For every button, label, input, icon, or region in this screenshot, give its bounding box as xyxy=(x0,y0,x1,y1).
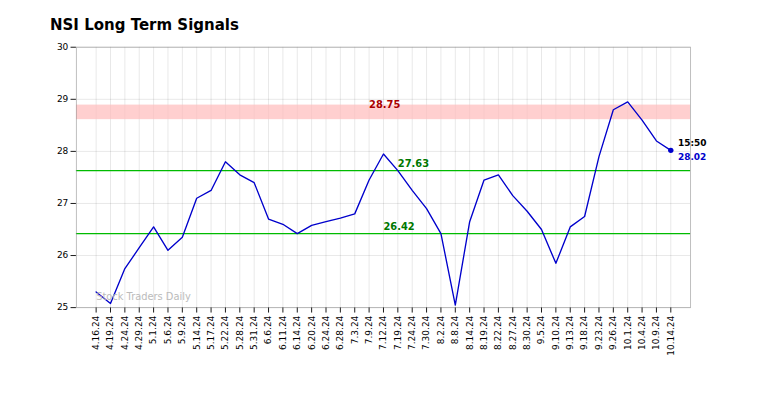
svg-text:6.20.24: 6.20.24 xyxy=(307,315,317,350)
svg-text:5.31.24: 5.31.24 xyxy=(249,315,259,350)
svg-text:28.02: 28.02 xyxy=(678,152,706,162)
html-text:NSI Long Term Signals: NSI Long Term Signals xyxy=(50,16,239,34)
svg-text:10.4.24: 10.4.24 xyxy=(637,315,647,350)
svg-text:4.24.24: 4.24.24 xyxy=(120,315,130,350)
svg-text:27: 27 xyxy=(57,198,68,208)
svg-text:9.10.24: 9.10.24 xyxy=(551,315,561,350)
svg-text:5.28.24: 5.28.24 xyxy=(235,315,245,350)
svg-text:9.23.24: 9.23.24 xyxy=(594,315,604,350)
svg-text:28: 28 xyxy=(57,146,69,156)
svg-text:5.6.24: 5.6.24 xyxy=(163,315,173,344)
svg-text:7.12.24: 7.12.24 xyxy=(378,315,388,350)
svg-text:5.1.24: 5.1.24 xyxy=(148,315,158,344)
svg-text:15:50: 15:50 xyxy=(678,138,707,148)
svg-text:7.9.24: 7.9.24 xyxy=(364,315,374,344)
svg-text:6.24.24: 6.24.24 xyxy=(321,315,331,350)
svg-text:8.22.24: 8.22.24 xyxy=(493,315,503,350)
svg-text:30: 30 xyxy=(57,42,69,52)
svg-text:6.28.24: 6.28.24 xyxy=(335,315,345,350)
svg-text:7.30.24: 7.30.24 xyxy=(421,315,431,350)
svg-text:6.6.24: 6.6.24 xyxy=(263,315,273,344)
svg-text:8.19.24: 8.19.24 xyxy=(479,315,489,350)
svg-text:7.3.24: 7.3.24 xyxy=(350,315,360,344)
svg-text:9.18.24: 9.18.24 xyxy=(579,315,589,350)
svg-text:6.14.24: 6.14.24 xyxy=(292,315,302,350)
svg-text:4.19.24: 4.19.24 xyxy=(105,315,115,350)
svg-text:4.29.24: 4.29.24 xyxy=(134,315,144,350)
svg-text:6.11.24: 6.11.24 xyxy=(278,315,288,350)
svg-text:29: 29 xyxy=(57,94,69,104)
svg-text:8.8.24: 8.8.24 xyxy=(450,315,460,344)
svg-text:25: 25 xyxy=(57,302,68,312)
svg-text:26: 26 xyxy=(57,250,69,260)
svg-text:5.14.24: 5.14.24 xyxy=(192,315,202,350)
svg-text:8.14.24: 8.14.24 xyxy=(465,315,475,350)
svg-text:7.24.24: 7.24.24 xyxy=(407,315,417,350)
svg-text:28.75: 28.75 xyxy=(369,99,400,110)
svg-text:5.17.24: 5.17.24 xyxy=(206,315,216,350)
svg-text:26.42: 26.42 xyxy=(383,221,414,232)
svg-text:7.19.24: 7.19.24 xyxy=(393,315,403,350)
svg-text:8.30.24: 8.30.24 xyxy=(522,315,532,350)
svg-text:8.2.24: 8.2.24 xyxy=(436,315,446,344)
svg-text:8.27.24: 8.27.24 xyxy=(508,315,518,350)
svg-text:4.16.24: 4.16.24 xyxy=(91,315,101,350)
svg-text:5.9.24: 5.9.24 xyxy=(177,315,187,344)
svg-text:9.26.24: 9.26.24 xyxy=(608,315,618,350)
svg-text:9.5.24: 9.5.24 xyxy=(536,315,546,344)
svg-text:9.13.24: 9.13.24 xyxy=(565,315,575,350)
svg-text:27.63: 27.63 xyxy=(398,158,429,169)
svg-text:Stock Traders Daily: Stock Traders Daily xyxy=(96,291,191,302)
svg-text:10.14.24: 10.14.24 xyxy=(666,315,676,355)
svg-text:10.1.24: 10.1.24 xyxy=(623,315,633,350)
svg-text:10.9.24: 10.9.24 xyxy=(651,315,661,350)
svg-text:5.22.24: 5.22.24 xyxy=(220,315,230,350)
